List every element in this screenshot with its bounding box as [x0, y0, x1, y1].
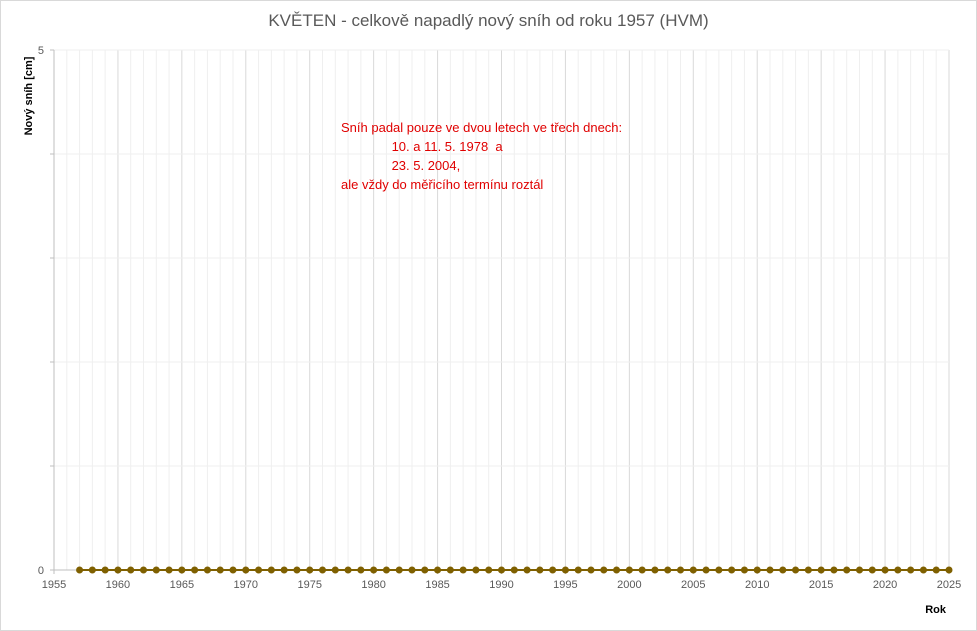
data-point [370, 566, 378, 574]
data-point [229, 566, 237, 574]
data-point [894, 566, 902, 574]
x-tick-label: 1980 [361, 579, 385, 591]
data-point [255, 566, 263, 574]
x-tick-label: 2025 [937, 579, 961, 591]
data-point [677, 566, 684, 574]
data-point [817, 566, 825, 574]
data-point [293, 566, 301, 574]
data-point [664, 566, 672, 574]
x-tick-label: 2005 [681, 579, 705, 591]
data-point [459, 566, 467, 574]
annotation-line: 23. 5. 2004, [341, 158, 461, 173]
x-tick-label: 2010 [745, 579, 769, 591]
chart-title: KVĚTEN - celkově napadlý nový sníh od ro… [268, 11, 709, 30]
data-point [613, 566, 621, 574]
data-point [523, 566, 531, 574]
data-point [216, 566, 224, 574]
y-tick-label: 0 [38, 565, 44, 577]
data-point [446, 566, 454, 574]
data-point [868, 566, 876, 574]
data-point [574, 566, 582, 574]
data-point [587, 566, 595, 574]
x-tick-label: 1995 [553, 579, 577, 591]
annotation-line: Sníh padal pouze ve dvou letech ve třech… [341, 120, 623, 135]
x-tick-label: 1975 [297, 579, 321, 591]
data-point [600, 566, 608, 574]
data-point [536, 566, 544, 574]
data-point [498, 566, 505, 574]
data-point [88, 566, 96, 574]
x-tick-label: 2020 [873, 579, 897, 591]
data-point [561, 566, 569, 574]
data-point [932, 566, 940, 574]
data-point [357, 566, 365, 574]
data-point [638, 566, 646, 574]
y-tick-label: 5 [38, 45, 44, 57]
data-point [689, 566, 697, 574]
data-point [421, 566, 429, 574]
data-point [702, 566, 710, 574]
x-tick-label: 1990 [489, 579, 513, 591]
x-tick-label: 2000 [617, 579, 641, 591]
data-point [919, 566, 927, 574]
data-point [191, 566, 199, 574]
data-point [830, 566, 838, 574]
annotation-line: 10. a 11. 5. 1978 a [341, 139, 503, 154]
x-tick-label: 2015 [809, 579, 833, 591]
data-point [485, 566, 493, 574]
data-point [203, 566, 211, 574]
data-point [804, 566, 812, 574]
data-point [395, 566, 403, 574]
data-point [152, 566, 160, 574]
data-point [740, 566, 748, 574]
annotation-line: ale vždy do měřicího termínu roztál [341, 177, 544, 192]
data-point [881, 566, 889, 574]
data-point [344, 566, 352, 574]
data-point [651, 566, 659, 574]
data-point [728, 566, 736, 574]
data-point [242, 566, 250, 574]
data-point [907, 566, 915, 574]
x-tick-label: 1970 [234, 579, 258, 591]
data-point [625, 566, 633, 574]
data-point [753, 566, 761, 574]
data-point [945, 566, 953, 574]
data-point [472, 566, 480, 574]
data-point [319, 566, 326, 574]
data-point [331, 566, 339, 574]
data-point [280, 566, 288, 574]
data-point [510, 566, 518, 574]
data-point [779, 566, 787, 574]
data-point [114, 566, 122, 574]
data-point [408, 566, 416, 574]
data-point [715, 566, 723, 574]
data-point [766, 566, 774, 574]
data-point [178, 566, 186, 574]
data-point [76, 566, 84, 574]
data-point [165, 566, 173, 574]
x-tick-label: 1985 [425, 579, 449, 591]
data-point [267, 566, 275, 574]
x-axis-label: Rok [925, 604, 946, 616]
data-point [140, 566, 147, 574]
data-point [101, 566, 109, 574]
data-point [306, 566, 314, 574]
data-point [549, 566, 557, 574]
x-tick-label: 1955 [42, 579, 66, 591]
data-point [843, 566, 851, 574]
data-point [382, 566, 390, 574]
annotation: Sníh padal pouze ve dvou letech ve třech… [341, 118, 622, 194]
data-point [434, 566, 442, 574]
x-tick-label: 1965 [170, 579, 194, 591]
data-point [792, 566, 800, 574]
data-point [856, 566, 863, 574]
data-point [127, 566, 135, 574]
x-tick-label: 1960 [106, 579, 130, 591]
